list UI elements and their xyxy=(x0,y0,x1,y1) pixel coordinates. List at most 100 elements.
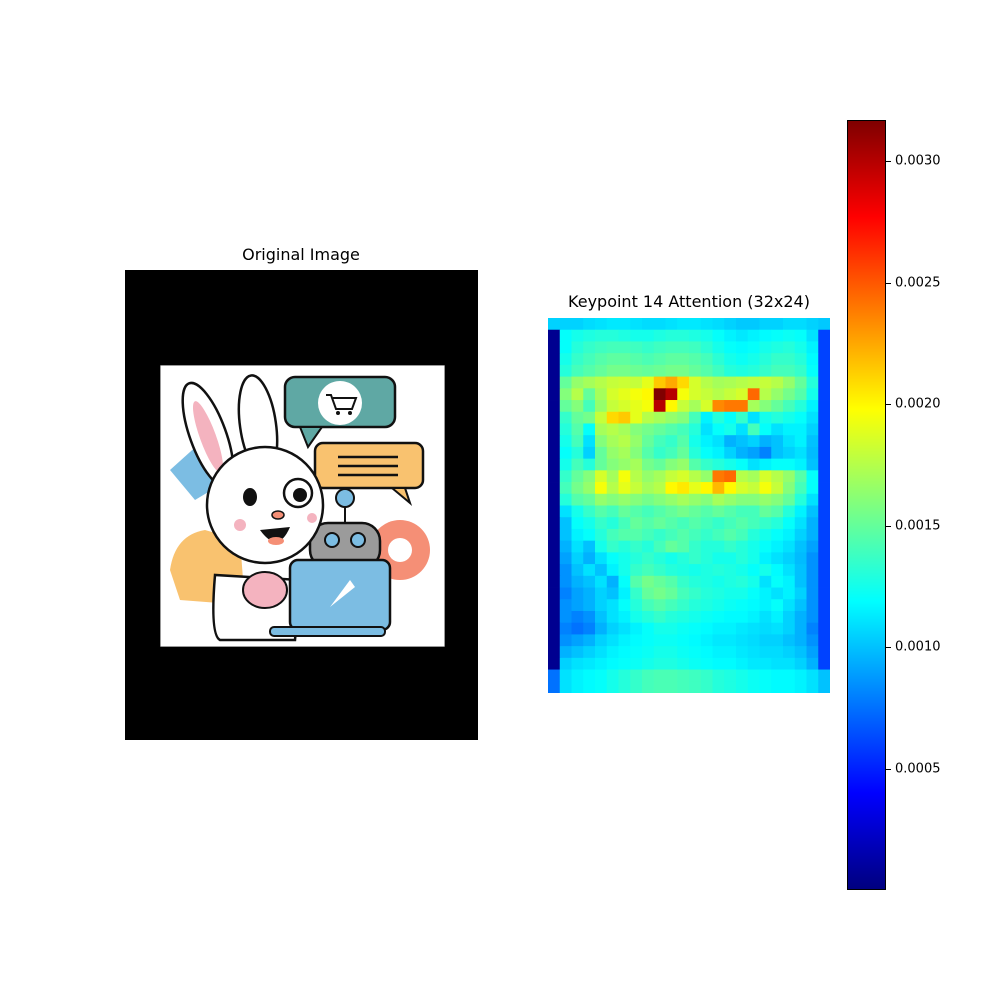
heatmap-cell xyxy=(630,329,643,342)
heatmap-cell xyxy=(677,575,690,588)
heatmap-cell xyxy=(548,540,561,553)
heatmap-cell xyxy=(665,622,678,635)
heatmap-cell xyxy=(665,599,678,612)
heatmap-cell xyxy=(571,517,584,530)
heatmap-cell xyxy=(736,470,749,483)
heatmap-cell xyxy=(571,681,584,693)
heatmap-cell xyxy=(618,610,631,624)
heatmap-cell xyxy=(642,540,655,553)
heatmap-cell xyxy=(653,482,666,495)
heatmap-cell xyxy=(618,458,631,471)
heatmap-cell xyxy=(712,423,725,436)
heatmap-cell xyxy=(653,318,666,331)
heatmap-cell xyxy=(583,552,596,565)
heatmap-cell xyxy=(759,681,772,693)
heatmap-cell xyxy=(653,669,666,682)
heatmap-cell xyxy=(689,505,702,518)
heatmap-cell xyxy=(759,564,772,577)
heatmap-cell xyxy=(783,599,796,612)
heatmap-cell xyxy=(618,681,631,693)
heatmap-cell xyxy=(806,622,819,635)
heatmap-cell xyxy=(606,564,619,577)
heatmap-cell xyxy=(724,622,737,635)
heatmap-cell xyxy=(759,364,772,377)
heatmap-cell xyxy=(583,528,596,542)
heatmap-cell xyxy=(665,552,678,565)
heatmap-cell xyxy=(630,446,643,460)
heatmap-cell xyxy=(712,458,725,471)
heatmap-cell xyxy=(759,657,772,670)
heatmap-cell xyxy=(806,540,819,553)
heatmap-cell xyxy=(618,540,631,553)
heatmap-cell xyxy=(724,376,737,389)
heatmap-cell xyxy=(665,423,678,436)
heatmap-cell xyxy=(571,482,584,495)
heatmap-cell xyxy=(618,634,631,647)
heatmap-cell xyxy=(630,493,643,506)
heatmap-cell xyxy=(771,517,784,530)
heatmap-cell xyxy=(689,423,702,436)
heatmap-cell xyxy=(571,657,584,670)
heatmap-cell xyxy=(783,669,796,682)
heatmap-cell xyxy=(794,376,807,389)
heatmap-cell xyxy=(571,646,584,659)
heatmap-cell xyxy=(677,376,690,389)
heatmap-cell xyxy=(548,400,561,413)
heatmap-cell xyxy=(595,423,608,436)
heatmap-cell xyxy=(771,564,784,577)
heatmap-cell xyxy=(595,681,608,693)
heatmap-cell xyxy=(794,329,807,342)
heatmap-cell xyxy=(548,329,561,342)
heatmap-cell xyxy=(630,482,643,495)
heatmap-cell xyxy=(571,552,584,565)
heatmap-cell xyxy=(583,587,596,600)
heatmap-cell xyxy=(759,400,772,413)
heatmap-cell xyxy=(583,493,596,506)
heatmap-cell xyxy=(595,341,608,354)
heatmap-cell xyxy=(595,376,608,389)
heatmap-cell xyxy=(571,458,584,471)
heatmap-cell xyxy=(794,435,807,448)
heatmap-cell xyxy=(712,364,725,377)
heatmap-cell xyxy=(806,505,819,518)
heatmap-cell xyxy=(818,423,830,436)
heatmap-cell xyxy=(630,657,643,670)
heatmap-cell xyxy=(548,423,561,436)
heatmap-cell xyxy=(642,646,655,659)
heatmap-cell xyxy=(759,470,772,483)
heatmap-cell xyxy=(653,341,666,354)
heatmap-cell xyxy=(806,575,819,588)
heatmap-cell xyxy=(783,353,796,366)
heatmap-cell xyxy=(583,318,596,331)
heatmap-cell xyxy=(571,353,584,366)
heatmap-cell xyxy=(677,329,690,342)
heatmap-cell xyxy=(712,376,725,389)
heatmap-cell xyxy=(665,505,678,518)
heatmap-cell xyxy=(595,446,608,460)
heatmap-cell xyxy=(595,528,608,542)
heatmap-cell xyxy=(771,575,784,588)
heatmap-cell xyxy=(689,610,702,624)
heatmap-cell xyxy=(583,458,596,471)
heatmap-cell xyxy=(665,610,678,624)
heatmap-cell xyxy=(806,341,819,354)
heatmap-cell xyxy=(595,482,608,495)
heatmap-cell xyxy=(736,446,749,460)
heatmap-cell xyxy=(818,622,830,635)
heatmap-cell xyxy=(595,575,608,588)
heatmap-cell xyxy=(689,599,702,612)
heatmap-cell xyxy=(642,599,655,612)
heatmap-cell xyxy=(712,353,725,366)
heatmap-cell xyxy=(571,587,584,600)
colorbar-tick-label: 0.0020 xyxy=(895,396,941,412)
heatmap-cell xyxy=(700,318,713,331)
heatmap-cell xyxy=(747,423,760,436)
heatmap-cell xyxy=(771,470,784,483)
heatmap-cell xyxy=(759,388,772,401)
heatmap-cell xyxy=(548,388,561,401)
heatmap-cell xyxy=(759,587,772,600)
heatmap-cell xyxy=(548,552,561,565)
heatmap-cell xyxy=(712,435,725,448)
heatmap-cell xyxy=(700,622,713,635)
heatmap-cell xyxy=(571,329,584,342)
